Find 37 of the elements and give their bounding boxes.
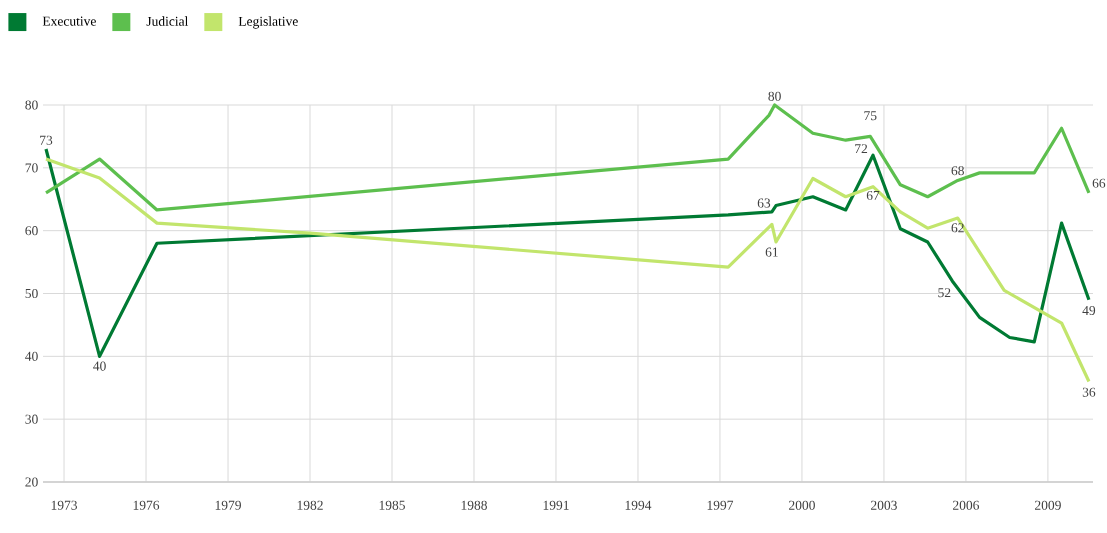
y-tick-label: 40 — [25, 351, 38, 361]
y-tick-label: 30 — [25, 414, 38, 424]
x-tick-label: 1973 — [51, 500, 78, 510]
x-tick-label: 2000 — [789, 500, 815, 510]
annotation: 72 — [855, 144, 868, 154]
annotation: 36 — [1082, 387, 1096, 397]
y-tick-label: 80 — [25, 100, 38, 110]
annotation: 40 — [93, 361, 106, 371]
legend-label: Executive — [42, 16, 96, 26]
y-tick-label: 70 — [25, 163, 38, 173]
annotation: 49 — [1082, 305, 1096, 316]
x-tick-label: 2006 — [953, 500, 980, 510]
y-tick-label: 50 — [25, 288, 38, 299]
legend-label: Judicial — [146, 16, 189, 26]
x-tick-label: 1985 — [379, 500, 405, 510]
annotation: 62 — [951, 223, 964, 233]
x-tick-label: 2009 — [1035, 500, 1061, 510]
annotation: 61 — [765, 247, 778, 257]
annotation: 75 — [864, 111, 877, 121]
annotation: 63 — [757, 198, 771, 208]
y-tick-label: 20 — [25, 477, 38, 487]
x-tick-label: 1991 — [543, 500, 569, 510]
x-tick-label: 1988 — [461, 500, 487, 510]
x-tick-label: 2003 — [871, 500, 897, 510]
x-tick-label: 1982 — [297, 500, 323, 510]
annotation: 67 — [866, 190, 880, 200]
annotation: 73 — [40, 135, 53, 145]
annotation: 52 — [938, 288, 951, 298]
x-tick-label: 1976 — [133, 500, 160, 510]
x-tick-label: 1997 — [707, 500, 734, 510]
annotation: 80 — [768, 91, 781, 101]
annotation: 66 — [1092, 178, 1106, 188]
y-tick-label: 60 — [25, 226, 38, 236]
x-tick-label: 1994 — [625, 500, 652, 510]
legend-label: Legislative — [238, 16, 298, 29]
annotation: 68 — [951, 166, 964, 176]
x-tick-label: 1979 — [215, 500, 241, 510]
